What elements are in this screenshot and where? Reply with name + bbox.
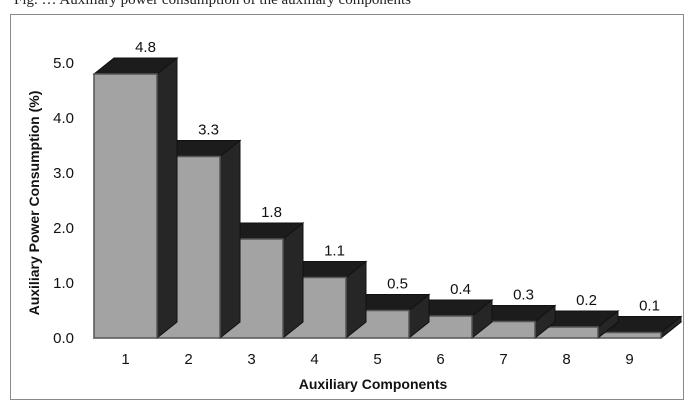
figure-caption-strip: Fig. … Auxiliary power consumption of th… xyxy=(0,0,696,14)
x-tick-label: 2 xyxy=(184,351,192,368)
data-label: 4.8 xyxy=(135,39,156,56)
bar-front-face xyxy=(597,331,662,339)
data-label: 0.3 xyxy=(513,287,534,304)
bar-side-face xyxy=(219,139,241,340)
y-axis: 0.0 1.0 2.0 3.0 4.0 5.0 xyxy=(53,55,74,347)
bars-group: 0.1 0.2 0.3 0.4 0.5 1.1 1.8 3.3 4.8 xyxy=(92,39,683,340)
y-tick-label: 5.0 xyxy=(53,55,74,72)
bar-front-face xyxy=(93,73,158,339)
x-tick-label: 7 xyxy=(499,351,507,368)
data-label: 0.2 xyxy=(576,292,597,309)
x-tick-label: 3 xyxy=(247,351,255,368)
figure-caption: Fig. … Auxiliary power consumption of th… xyxy=(14,0,412,8)
x-tick-label: 6 xyxy=(436,351,444,368)
bar: 4.8 xyxy=(92,39,179,340)
y-axis-title: Auxiliary Power Consumption (%) xyxy=(26,91,42,316)
x-tick-label: 4 xyxy=(310,351,318,368)
data-label: 1.8 xyxy=(261,204,282,221)
x-tick-label: 9 xyxy=(625,351,633,368)
x-axis: 1 2 3 4 5 6 7 8 9 xyxy=(121,351,633,368)
x-axis-title: Auxiliary Components xyxy=(299,376,448,392)
bar: 0.2 xyxy=(533,292,620,340)
y-tick-label: 3.0 xyxy=(53,165,74,182)
x-tick-label: 8 xyxy=(562,351,570,368)
data-label: 0.4 xyxy=(450,281,471,298)
y-tick-label: 0.0 xyxy=(53,330,74,347)
bar-side-face xyxy=(282,221,304,340)
data-label: 0.5 xyxy=(387,276,408,293)
y-tick-label: 2.0 xyxy=(53,220,74,237)
x-tick-label: 1 xyxy=(121,351,129,368)
data-label: 3.3 xyxy=(198,122,219,139)
data-label: 1.1 xyxy=(324,243,345,260)
bar-side-face xyxy=(156,56,178,340)
x-tick-label: 5 xyxy=(373,351,381,368)
y-tick-label: 1.0 xyxy=(53,275,74,292)
y-tick-label: 4.0 xyxy=(53,110,74,127)
data-label: 0.1 xyxy=(639,298,660,315)
